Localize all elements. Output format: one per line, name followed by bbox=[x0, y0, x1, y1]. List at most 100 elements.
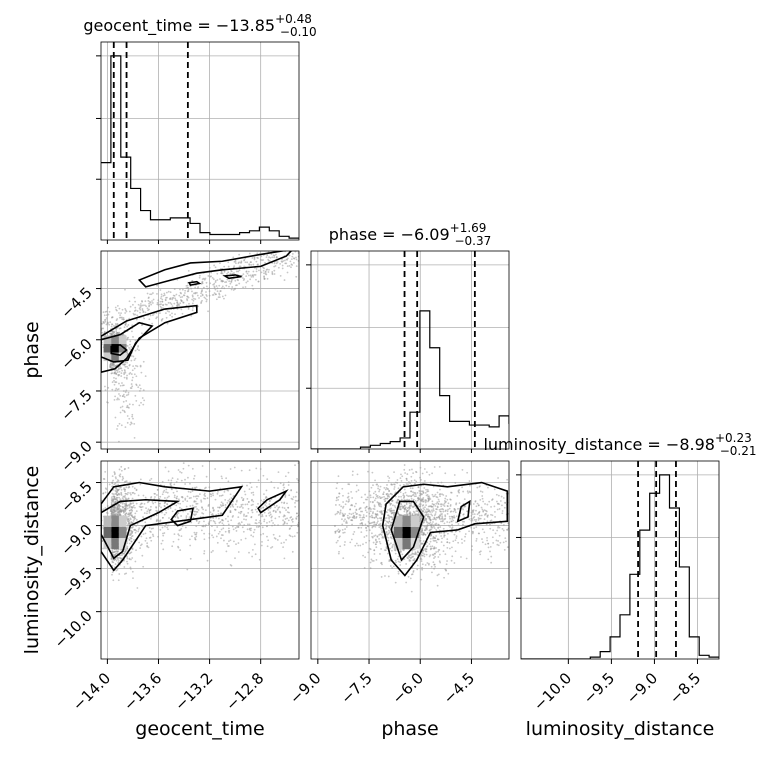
sample-point bbox=[481, 495, 483, 497]
sample-point bbox=[171, 303, 173, 305]
sample-point bbox=[179, 289, 181, 291]
sample-point bbox=[467, 492, 469, 494]
sample-point bbox=[115, 324, 117, 326]
sample-point bbox=[280, 482, 282, 484]
sample-point bbox=[285, 509, 287, 511]
sample-point bbox=[281, 249, 283, 251]
sample-point bbox=[128, 486, 130, 488]
sample-point bbox=[339, 504, 341, 506]
sample-point bbox=[114, 371, 116, 373]
sample-point bbox=[118, 375, 120, 377]
sample-point bbox=[221, 529, 223, 531]
sample-point bbox=[302, 544, 304, 546]
sample-point bbox=[386, 534, 388, 536]
sample-point bbox=[381, 576, 383, 578]
sample-point bbox=[263, 276, 265, 278]
sample-point bbox=[219, 262, 221, 264]
sample-point bbox=[168, 302, 170, 304]
sample-point bbox=[125, 502, 127, 504]
sample-point bbox=[189, 538, 191, 540]
sample-point bbox=[161, 296, 163, 298]
sample-point bbox=[300, 478, 302, 480]
sample-point bbox=[131, 416, 133, 418]
sample-point bbox=[118, 560, 120, 562]
sample-point bbox=[260, 500, 262, 502]
sample-point bbox=[383, 496, 385, 498]
sample-point bbox=[231, 281, 233, 283]
density-cell bbox=[111, 516, 119, 527]
sample-point bbox=[431, 566, 433, 568]
sample-point bbox=[390, 565, 392, 567]
sample-point bbox=[223, 524, 225, 526]
sample-point bbox=[124, 289, 126, 291]
sample-point bbox=[282, 265, 284, 267]
sample-point bbox=[344, 532, 346, 534]
sample-point bbox=[438, 503, 440, 505]
sample-point bbox=[132, 356, 134, 358]
sample-point bbox=[420, 537, 422, 539]
sample-point bbox=[180, 293, 182, 295]
sample-point bbox=[432, 503, 434, 505]
sample-point bbox=[285, 518, 287, 520]
sample-point bbox=[137, 386, 139, 388]
sample-point bbox=[121, 370, 123, 372]
sample-point bbox=[149, 531, 151, 533]
sample-point bbox=[238, 522, 240, 524]
sample-point bbox=[356, 485, 358, 487]
sample-point bbox=[441, 515, 443, 517]
sample-point bbox=[125, 550, 127, 552]
sample-point bbox=[160, 507, 162, 509]
sample-point bbox=[275, 247, 277, 249]
sample-point bbox=[226, 273, 228, 275]
sample-point bbox=[300, 533, 302, 535]
sample-point bbox=[215, 280, 217, 282]
sample-point bbox=[238, 512, 240, 514]
sample-point bbox=[380, 543, 382, 545]
sample-point bbox=[261, 248, 263, 250]
sample-point bbox=[354, 506, 356, 508]
sample-point bbox=[351, 539, 353, 541]
sample-point bbox=[458, 489, 460, 491]
sample-point bbox=[124, 507, 126, 509]
sample-point bbox=[341, 523, 343, 525]
sample-point bbox=[139, 484, 141, 486]
sample-point bbox=[250, 261, 252, 263]
sample-point bbox=[212, 493, 214, 495]
sample-point bbox=[134, 518, 136, 520]
sample-point bbox=[439, 489, 441, 491]
sample-point bbox=[115, 309, 117, 311]
sample-point bbox=[208, 287, 210, 289]
sample-point bbox=[177, 516, 179, 518]
sample-point bbox=[192, 307, 194, 309]
sample-point bbox=[152, 503, 154, 505]
sample-point bbox=[113, 366, 115, 368]
sample-point bbox=[287, 507, 289, 509]
sample-point bbox=[302, 516, 304, 518]
sample-point bbox=[448, 502, 450, 504]
sample-point bbox=[283, 483, 285, 485]
sample-point bbox=[355, 503, 357, 505]
sample-point bbox=[423, 521, 425, 523]
sample-point bbox=[193, 511, 195, 513]
sample-point bbox=[218, 518, 220, 520]
sample-point bbox=[414, 479, 416, 481]
sample-point bbox=[141, 536, 143, 538]
sample-point bbox=[156, 494, 158, 496]
sample-point bbox=[173, 303, 175, 305]
sample-point bbox=[304, 247, 306, 249]
sample-point bbox=[241, 521, 243, 523]
sample-point bbox=[428, 514, 430, 516]
sample-point bbox=[129, 553, 131, 555]
sample-point bbox=[142, 397, 144, 399]
sample-point bbox=[181, 472, 183, 474]
sample-point bbox=[443, 550, 445, 552]
sample-point bbox=[164, 497, 166, 499]
sample-point bbox=[427, 532, 429, 534]
sample-point bbox=[126, 558, 128, 560]
sample-point bbox=[150, 304, 152, 306]
sample-point bbox=[134, 373, 136, 375]
sample-point bbox=[199, 275, 201, 277]
sample-point bbox=[288, 245, 290, 247]
sample-point bbox=[202, 465, 204, 467]
